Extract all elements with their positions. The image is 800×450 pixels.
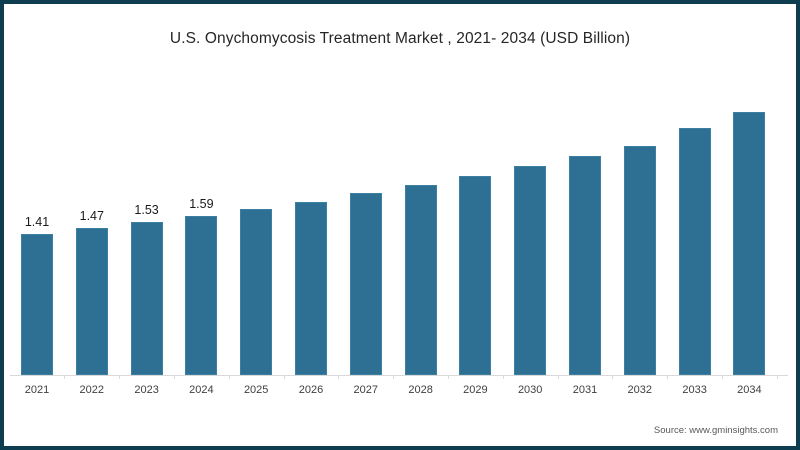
x-axis-tick-mark [119,375,121,379]
x-axis-tick-mark [722,375,723,379]
bar-value-label-2022: 1.47 [79,209,104,223]
x-axis-tick-mark [502,375,504,379]
x-axis-label-2028: 2028 [408,384,433,396]
bar-2028 [404,185,437,375]
x-axis-tick-mark [228,375,230,379]
bar-2024 [185,216,218,375]
x-axis-tick-mark [174,375,175,379]
x-axis-tick-mark [448,375,449,379]
bar-2027 [349,193,382,375]
bar-value-label-2023: 1.53 [134,203,159,217]
x-axis-tick-mark [667,375,669,379]
bar-value-label-2021: 1.41 [24,215,50,229]
bar-value-label-2024: 1.59 [189,197,214,211]
x-axis-tick-mark [338,375,340,379]
x-axis-label-2021: 2021 [24,384,50,396]
x-axis-label-2024: 2024 [189,384,214,396]
x-axis-label-2033: 2033 [682,384,707,396]
x-axis-label-2034: 2034 [737,384,762,396]
x-axis-label-2031: 2031 [572,384,598,396]
x-axis-label-2029: 2029 [463,384,488,396]
bar-2023 [130,222,163,375]
x-axis-label-2023: 2023 [134,384,159,396]
x-axis-label-2030: 2030 [517,384,543,396]
x-axis-tick-mark [557,375,559,379]
bar-2022 [75,228,108,375]
bar-2026 [295,202,327,375]
chart-title: U.S. Onychomycosis Treatment Market , 20… [169,30,631,47]
x-axis-label-2032: 2032 [627,384,653,396]
x-axis-label-2027: 2027 [353,384,379,396]
bar-2021 [21,234,53,375]
source-attribution: Source: www.gminsights.com [653,425,778,436]
bar-2031 [569,156,601,375]
bar-2029 [459,176,492,375]
x-axis-tick-mark [283,375,285,379]
x-axis-tick-mark [612,375,614,379]
x-axis-label-2022: 2022 [79,384,105,396]
bar-2025 [240,209,273,375]
bar-2033 [678,128,711,375]
bar-2032 [623,146,656,375]
x-axis-tick-mark [776,375,778,379]
bar-2034 [733,112,766,375]
x-axis-tick-mark [64,375,66,379]
x-axis-tick-mark [393,375,395,379]
x-axis-label-2026: 2026 [298,384,324,396]
x-axis-baseline [10,375,788,376]
bar-2030 [514,166,547,375]
x-axis-label-2025: 2025 [243,384,269,396]
